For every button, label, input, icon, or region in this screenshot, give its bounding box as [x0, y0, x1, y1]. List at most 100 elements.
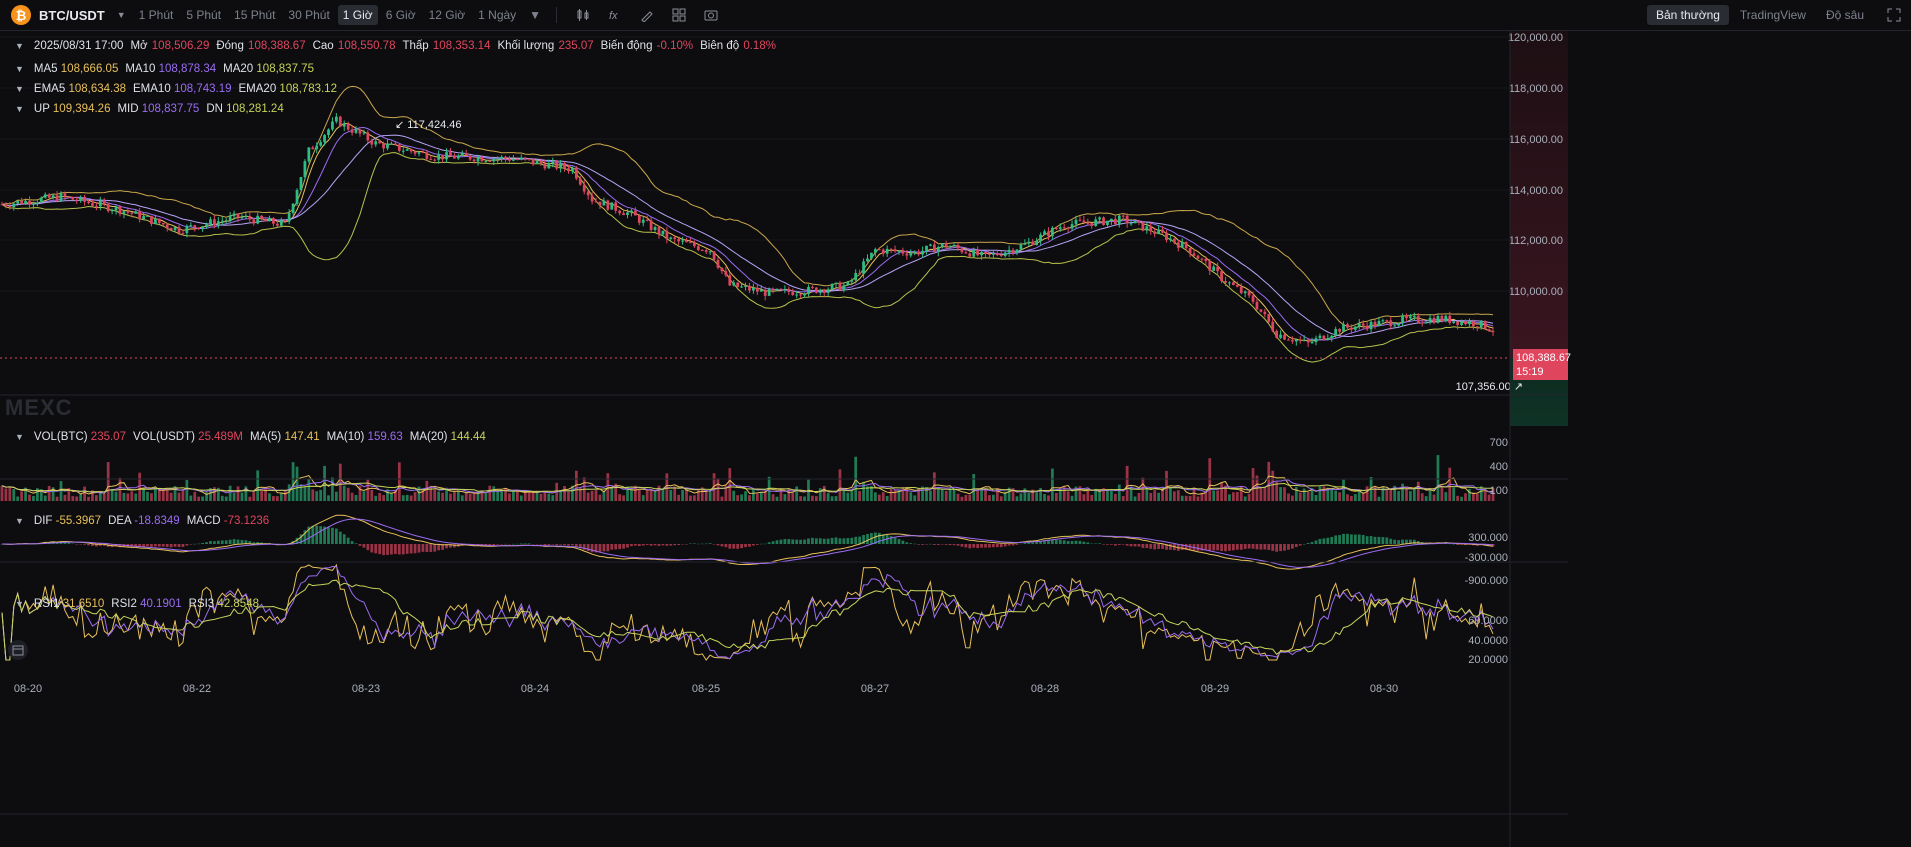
collapse-chevron-icon[interactable]: ▼	[15, 41, 24, 51]
volume-bar	[283, 491, 287, 501]
candle-body	[917, 251, 921, 255]
macd-histogram-bar	[1188, 544, 1192, 551]
volume-bar	[1389, 488, 1393, 501]
candle-body	[1365, 325, 1369, 330]
volume-bar	[189, 495, 193, 501]
tab-1h[interactable]: 1 Giờ	[337, 5, 378, 25]
axes: 120,000.00 118,000.00 116,000.00 114,000.00…	[0, 31, 1568, 847]
timeframe-dropdown-icon[interactable]: ▼	[529, 8, 542, 22]
draw-icon[interactable]	[639, 7, 655, 23]
pair-selector[interactable]: BTC/USDT	[39, 7, 105, 23]
macd-histogram-bar	[633, 544, 637, 546]
candle-body	[779, 288, 783, 290]
tab-15m[interactable]: 15 Phút	[234, 8, 276, 22]
volume-bar	[1436, 455, 1440, 501]
volume-bar	[405, 494, 409, 501]
time-axis-label: 08-23	[352, 683, 380, 695]
macd-histogram-bar	[154, 544, 157, 547]
boll-lower-line	[1, 152, 1494, 363]
candle-body	[1125, 215, 1129, 224]
candle-body	[586, 191, 590, 196]
volume-bar	[437, 491, 441, 501]
volume-bar	[1267, 461, 1271, 501]
candlestick-type-icon[interactable]	[575, 7, 591, 23]
mexc-watermark: MEXC	[5, 395, 73, 420]
volume-bar	[114, 491, 118, 501]
candle-body	[102, 200, 106, 204]
candle-body	[350, 129, 354, 133]
collapse-chevron-icon[interactable]: ▼	[15, 516, 24, 526]
volume-bar	[224, 496, 228, 501]
volume-bar	[1188, 495, 1192, 501]
volume-bar	[146, 491, 149, 501]
collapse-chevron-icon[interactable]: ▼	[15, 599, 24, 609]
tab-basic-view[interactable]: Bản thường	[1646, 5, 1729, 25]
indicator-icon[interactable]: fx	[607, 7, 623, 23]
volume-bar	[456, 490, 460, 501]
rsi2-line	[1, 565, 1494, 661]
candle-body	[519, 157, 523, 160]
macd-histogram-bar	[299, 534, 303, 544]
volume-bar	[574, 470, 578, 501]
collapse-chevron-icon[interactable]: ▼	[15, 64, 24, 74]
volume-bar	[736, 495, 740, 501]
candle-body	[460, 153, 464, 156]
tab-6h[interactable]: 6 Giờ	[385, 8, 416, 22]
candle-body	[641, 219, 645, 223]
macd-histogram-bar	[956, 544, 960, 546]
macd-histogram-bar	[850, 537, 854, 544]
volume-bar	[47, 485, 51, 501]
volume-bar	[795, 486, 799, 501]
tab-tradingview[interactable]: TradingView	[1739, 8, 1806, 22]
candle-body	[1216, 266, 1220, 272]
candle-body	[1165, 232, 1168, 241]
macd-histogram-bar	[342, 534, 346, 544]
collapse-chevron-icon[interactable]: ▼	[15, 84, 24, 94]
layout-icon[interactable]	[671, 7, 687, 23]
collapse-chevron-icon[interactable]: ▼	[15, 104, 24, 114]
macd-histogram-bar	[1094, 543, 1098, 544]
tab-1m[interactable]: 1 Phút	[138, 8, 174, 22]
candle-body	[154, 218, 157, 224]
macd-histogram-bar	[409, 544, 413, 554]
volume-bar	[1228, 494, 1231, 501]
macd-histogram-bar	[130, 544, 134, 547]
candle-body	[114, 206, 118, 211]
ema5-label: EMA5	[33, 83, 66, 95]
tab-5m[interactable]: 5 Phút	[186, 8, 222, 22]
volume-bar	[1239, 486, 1243, 501]
macd-histogram-bar	[134, 544, 138, 547]
volume-bar	[134, 493, 138, 501]
candle-body	[1019, 244, 1023, 250]
macd-histogram-bar	[1291, 544, 1294, 549]
macd-histogram-bar	[984, 544, 987, 548]
volume-bar	[885, 496, 889, 501]
volume-bar	[1125, 465, 1129, 501]
candle-body	[39, 197, 43, 203]
volume-bar	[1007, 487, 1011, 501]
volume-bar	[1243, 496, 1247, 501]
volume-bar	[1401, 483, 1404, 501]
candle-body	[795, 294, 799, 296]
macd-histogram-bar	[1149, 544, 1153, 549]
high-marker-label: ↙ 117,424.46	[395, 119, 462, 131]
tab-30m[interactable]: 30 Phút	[288, 8, 330, 22]
tab-1d[interactable]: 1 Ngày	[478, 8, 517, 22]
pair-dropdown-icon[interactable]: ▼	[116, 10, 126, 20]
candle-body	[445, 152, 448, 160]
volume-bar	[913, 495, 917, 501]
calendar-icon[interactable]	[8, 640, 28, 660]
candle-body	[700, 250, 704, 252]
candle-body	[453, 156, 456, 159]
collapse-chevron-icon[interactable]: ▼	[15, 432, 24, 442]
macd-histogram-bar	[248, 541, 252, 544]
macd-histogram-bar	[1255, 544, 1259, 550]
dif-value: -55.3967	[55, 515, 102, 527]
screenshot-icon[interactable]	[703, 7, 719, 23]
candle-body	[437, 154, 441, 160]
tab-12h[interactable]: 12 Giờ	[428, 8, 466, 22]
fullscreen-icon[interactable]	[1887, 8, 1901, 22]
tab-depth[interactable]: Độ sâu	[1825, 8, 1864, 22]
macd-histogram-bar	[555, 544, 559, 546]
macd-histogram-bar	[1027, 542, 1031, 544]
